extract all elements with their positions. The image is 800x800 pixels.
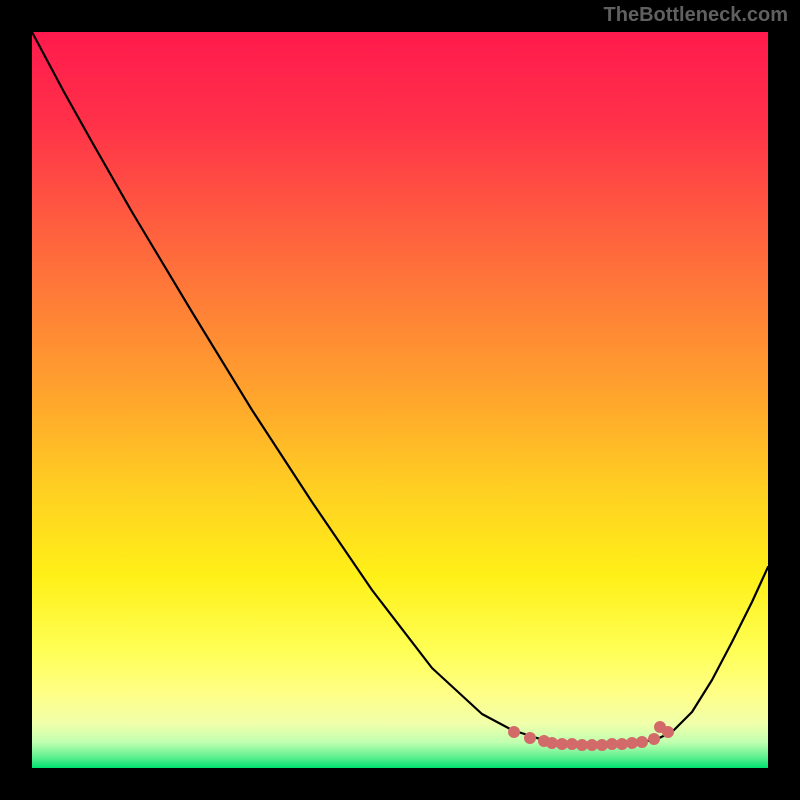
watermark-text: TheBottleneck.com bbox=[604, 4, 788, 27]
curve-marker bbox=[577, 740, 588, 751]
curve-markers bbox=[509, 722, 674, 751]
curve-marker bbox=[547, 738, 558, 749]
curve-marker bbox=[607, 739, 618, 750]
curve-marker bbox=[557, 739, 568, 750]
curve-marker bbox=[587, 740, 598, 751]
curve-marker bbox=[509, 727, 520, 738]
curve-marker bbox=[637, 737, 648, 748]
curve-marker bbox=[525, 733, 536, 744]
curve-marker bbox=[597, 740, 608, 751]
chart-curve-layer bbox=[32, 32, 768, 768]
curve-marker bbox=[617, 739, 628, 750]
curve-marker bbox=[649, 734, 660, 745]
curve-marker bbox=[627, 738, 638, 749]
curve-marker bbox=[567, 739, 578, 750]
curve-marker bbox=[663, 727, 674, 738]
bottleneck-curve bbox=[32, 32, 768, 745]
chart-plot-area bbox=[32, 32, 768, 768]
